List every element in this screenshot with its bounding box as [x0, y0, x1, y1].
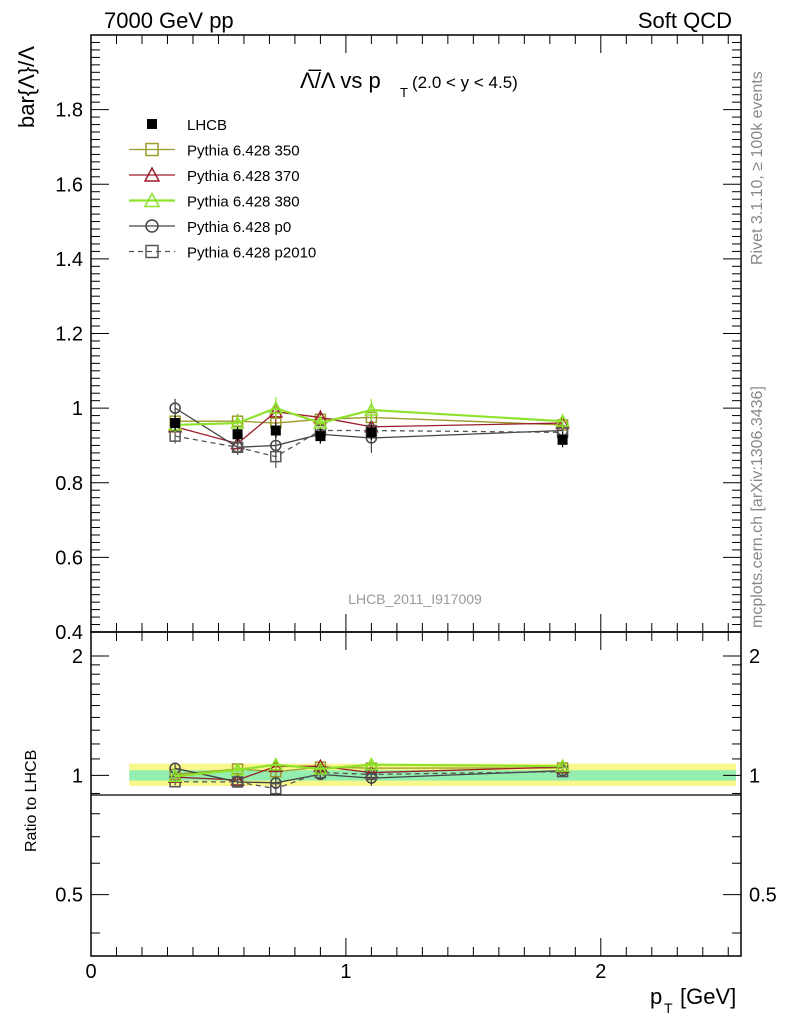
x-tick-label: 0: [85, 961, 96, 983]
y-tick-label: 1.2: [55, 324, 83, 346]
legend-item: Pythia 6.428 370: [129, 166, 300, 185]
y-tick-label: 1.4: [55, 249, 83, 271]
data-point: [170, 418, 181, 429]
legend-item: Pythia 6.428 p0: [129, 219, 291, 236]
ratio-point: [268, 757, 284, 771]
ratio-point: [231, 776, 244, 788]
legend-marker: [145, 244, 159, 259]
data-point: [366, 427, 377, 438]
ratio-y-tick-label-right: 0.5: [749, 885, 777, 907]
data-point: [232, 429, 243, 440]
data-point: [231, 441, 244, 454]
ratio-point: [270, 782, 282, 795]
x-axis-label-main: p: [650, 984, 662, 1009]
data-point: [270, 425, 281, 436]
series-pythia-6-428-380: [167, 396, 570, 433]
series-line: [175, 406, 563, 427]
legend-label: Pythia 6.428 380: [187, 194, 300, 211]
ratio-y-tick-label-right: 1: [749, 765, 760, 787]
data-point: [313, 415, 328, 429]
legend-item: Pythia 6.428 350: [129, 143, 300, 160]
x-axis-label-unit: [GeV]: [680, 984, 736, 1009]
data-point: [555, 413, 570, 427]
rivet-label: Rivet 3.1.10, ≥ 100k events: [749, 71, 766, 265]
y-axis-label: bar{Λ}/Λ: [14, 46, 39, 128]
legend-label: Pythia 6.428 p2010: [187, 245, 316, 262]
category-label: Soft QCD: [638, 8, 732, 33]
legend-label: Pythia 6.428 p0: [187, 219, 291, 236]
legend-label: Pythia 6.428 350: [187, 143, 300, 160]
y-tick-label: 0.6: [55, 547, 83, 569]
legend: LHCB Pythia 6.428 350 Pythia 6.428 370 Pyth…: [129, 117, 316, 262]
legend-label: LHCB: [187, 117, 227, 134]
ratio-line: [175, 763, 563, 778]
ratio-y-tick-label: 0.5: [55, 885, 83, 907]
legend-item: Pythia 6.428 p2010: [129, 245, 316, 262]
ratio-point: [364, 757, 379, 771]
series-line: [175, 429, 563, 458]
y-tick-label: 1.8: [55, 100, 83, 122]
ratio-point: [230, 762, 245, 776]
x-axis-label: p T [GeV]: [650, 984, 736, 1016]
data-point: [557, 434, 568, 445]
series-lhcb: [170, 415, 568, 448]
legend-marker: [145, 142, 159, 157]
data-point: [364, 402, 379, 416]
data-point: [268, 400, 284, 414]
data-point: [315, 431, 326, 442]
y-tick-label: 1.6: [55, 174, 83, 196]
y-tick-label: 0.4: [55, 622, 83, 644]
ratio-y-tick-label: 1: [72, 765, 83, 787]
title-subscript: T: [400, 85, 408, 100]
series-line: [175, 416, 563, 426]
y-tick-label: 0.8: [55, 473, 83, 495]
energy-label: 7000 GeV pp: [104, 8, 234, 33]
ratio-line: [174, 767, 563, 784]
data-point: [270, 450, 282, 463]
legend-marker: [143, 166, 161, 182]
legend-marker: [143, 191, 161, 208]
legend-label: Pythia 6.428 370: [187, 168, 300, 185]
title-range: (2.0 < y < 4.5): [412, 73, 518, 92]
ratio-point: [313, 761, 328, 775]
ratio-y-tick-label: 2: [72, 646, 83, 668]
series-line: [174, 407, 563, 448]
legend-marker: [145, 219, 159, 233]
ratio-point: [555, 758, 570, 772]
x-tick-label: 2: [595, 961, 606, 983]
legend-marker: [147, 119, 157, 129]
ratio-plot-frame: [90, 631, 742, 957]
analysis-watermark: LHCB_2011_I917009: [348, 591, 482, 607]
data-point: [169, 402, 181, 414]
y-tick-label: 1: [72, 398, 83, 420]
ratio-point: [167, 768, 183, 782]
main-plot-title: Λ̅/Λ vs p T (2.0 < y < 4.5): [300, 68, 518, 100]
ratio-y-tick-label-right: 2: [749, 646, 760, 668]
legend-item: Pythia 6.428 380: [129, 191, 300, 211]
ratio-y-axis-label: Ratio to LHCB: [23, 750, 40, 852]
x-tick-label: 1: [340, 961, 351, 983]
legend-item: LHCB: [147, 117, 227, 134]
title-main: Λ̅/Λ vs p: [300, 68, 381, 93]
ratio-series-pythia-6-428-380: [167, 757, 570, 782]
x-axis-label-subscript: T: [664, 1000, 673, 1016]
source-label: mcplots.cern.ch [arXiv:1306.3436]: [749, 386, 766, 628]
